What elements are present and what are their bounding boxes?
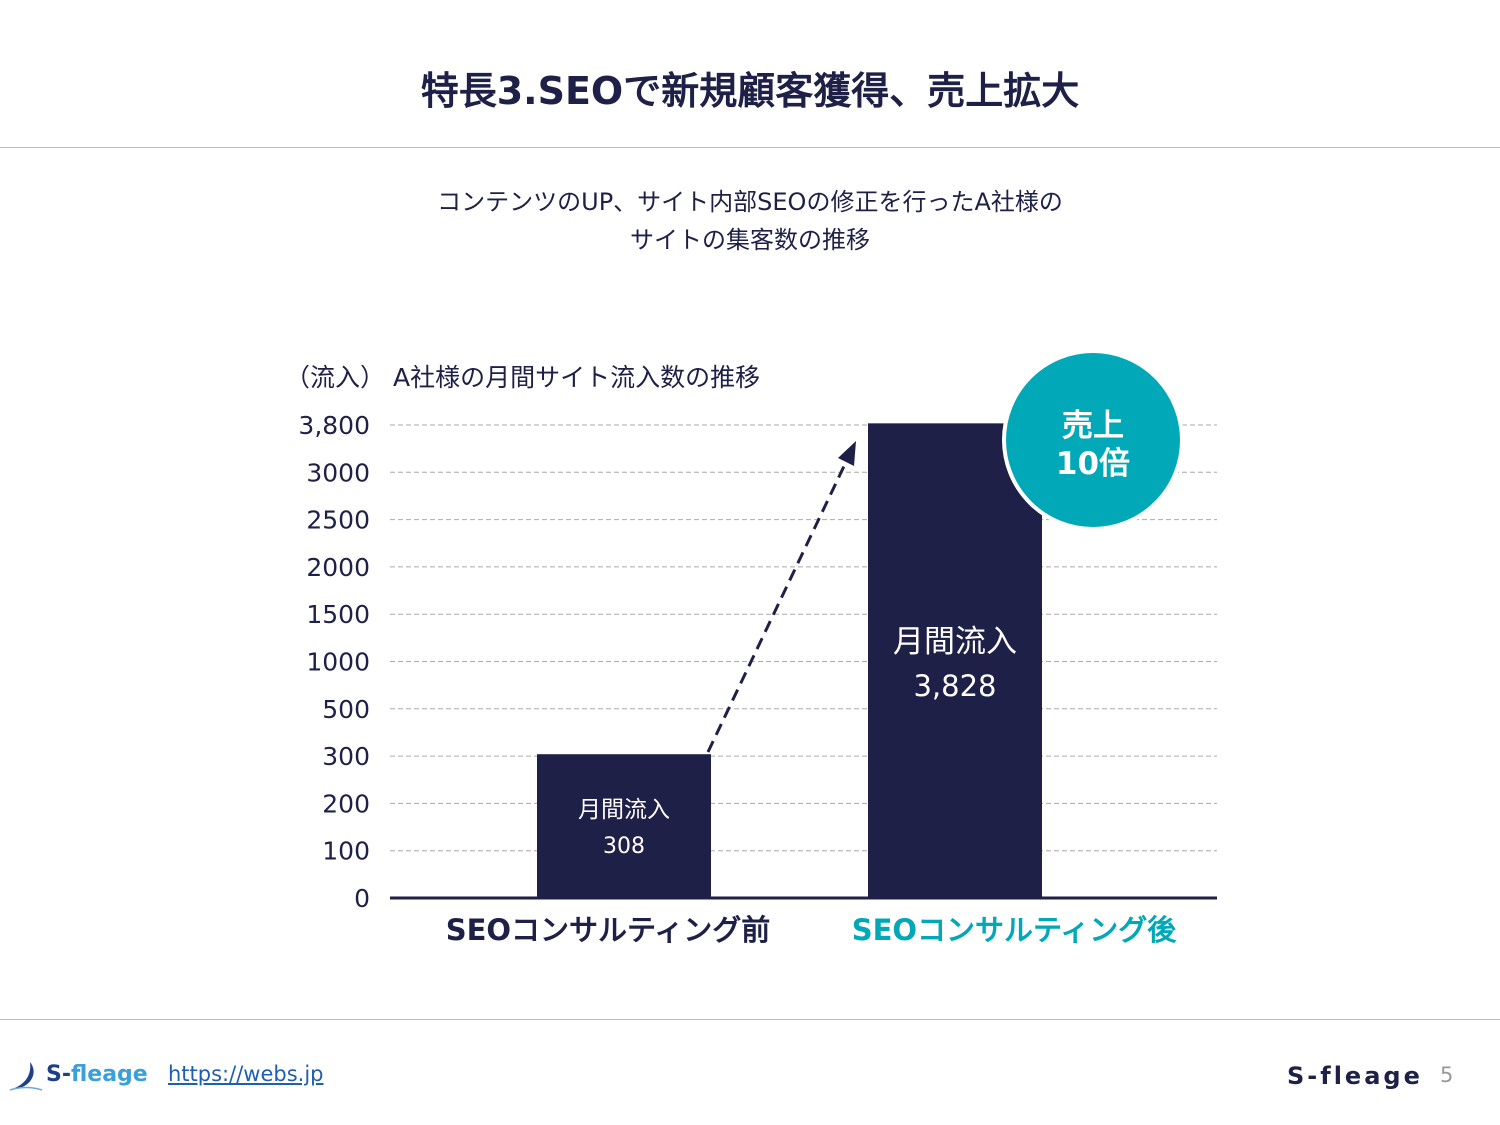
- bar: [537, 754, 711, 898]
- bar: [868, 423, 1042, 898]
- y-tick-label: 1000: [306, 648, 370, 677]
- arrow-head-icon: [838, 441, 856, 466]
- chart-title: （流入） A社様の月間サイト流入数の推移: [285, 358, 760, 394]
- y-tick-label: 3000: [306, 458, 370, 487]
- header-divider: [0, 147, 1500, 148]
- y-axis-unit: （流入）: [285, 363, 386, 392]
- y-tick-label: 3,800: [298, 411, 370, 440]
- logo-icon: [9, 1062, 43, 1091]
- callout-line-2: 10倍: [1056, 446, 1130, 482]
- y-tick-label: 2000: [306, 553, 370, 582]
- chart-title-text: A社様の月間サイト流入数の推移: [392, 363, 761, 392]
- callout-line-1: 売上: [1062, 408, 1124, 444]
- chart-subtitle: コンテンツのUP、サイト内部SEOの修正を行ったA社様の サイトの集客数の推移: [0, 183, 1500, 259]
- bar-label: 月間流入: [578, 797, 670, 823]
- y-tick-label: 100: [322, 837, 370, 866]
- growth-arrow-line: [706, 461, 848, 753]
- page-number: 5: [1440, 1063, 1454, 1087]
- y-tick-label: 1500: [306, 600, 370, 629]
- x-category-label: SEOコンサルティング前: [446, 913, 771, 947]
- bar-label: 月間流入: [893, 624, 1017, 660]
- y-tick-label: 200: [322, 789, 370, 818]
- subtitle-line-1: コンテンツのUP、サイト内部SEOの修正を行ったA社様の: [437, 188, 1063, 216]
- bar-value-label: 308: [603, 834, 645, 859]
- y-tick-label: 500: [322, 695, 370, 724]
- y-tick-label: 0: [354, 884, 370, 913]
- callout-badge: [1002, 349, 1184, 531]
- footer-link[interactable]: https://webs.jp: [168, 1062, 324, 1086]
- subtitle-line-2: サイトの集客数の推移: [630, 226, 870, 254]
- footer-divider: [0, 1019, 1500, 1020]
- page-title: 特長3.SEOで新規顧客獲得、売上拡大: [420, 69, 1080, 113]
- logo-text: S-fleage: [46, 1062, 148, 1087]
- brand-name: S-fleage: [1287, 1062, 1423, 1090]
- bar-value-label: 3,828: [913, 669, 996, 703]
- y-tick-label: 300: [322, 742, 370, 771]
- y-tick-label: 2500: [306, 506, 370, 535]
- x-category-label: SEOコンサルティング後: [852, 913, 1178, 947]
